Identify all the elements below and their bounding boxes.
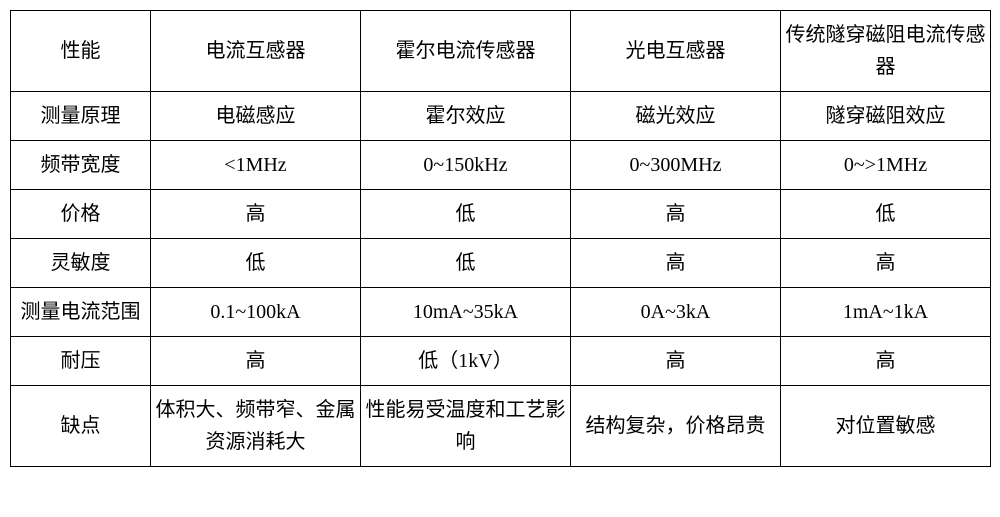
row-attr: 测量电流范围 (11, 288, 151, 337)
table-row: 测量原理 电磁感应 霍尔效应 磁光效应 隧穿磁阻效应 (11, 92, 991, 141)
table-row: 耐压 高 低（1kV） 高 高 (11, 337, 991, 386)
header-cell-attr: 性能 (11, 11, 151, 92)
row-cell: 体积大、频带窄、金属资源消耗大 (151, 386, 361, 467)
row-cell: 0~300MHz (571, 141, 781, 190)
row-cell: 10mA~35kA (361, 288, 571, 337)
row-cell: 低（1kV） (361, 337, 571, 386)
table-header-row: 性能 电流互感器 霍尔电流传感器 光电互感器 传统隧穿磁阻电流传感器 (11, 11, 991, 92)
row-cell: 隧穿磁阻效应 (781, 92, 991, 141)
row-cell: 低 (361, 239, 571, 288)
row-cell: 高 (571, 239, 781, 288)
row-cell: <1MHz (151, 141, 361, 190)
row-cell: 电磁感应 (151, 92, 361, 141)
row-cell: 对位置敏感 (781, 386, 991, 467)
row-attr: 频带宽度 (11, 141, 151, 190)
row-cell: 0~>1MHz (781, 141, 991, 190)
row-cell: 高 (151, 190, 361, 239)
row-cell: 低 (151, 239, 361, 288)
row-cell: 高 (571, 337, 781, 386)
header-cell-c1: 电流互感器 (151, 11, 361, 92)
table-row: 测量电流范围 0.1~100kA 10mA~35kA 0A~3kA 1mA~1k… (11, 288, 991, 337)
row-attr: 缺点 (11, 386, 151, 467)
table-row: 价格 高 低 高 低 (11, 190, 991, 239)
row-attr: 价格 (11, 190, 151, 239)
row-cell: 磁光效应 (571, 92, 781, 141)
header-cell-c3: 光电互感器 (571, 11, 781, 92)
row-cell: 0~150kHz (361, 141, 571, 190)
row-attr: 耐压 (11, 337, 151, 386)
row-cell: 高 (571, 190, 781, 239)
header-cell-c4: 传统隧穿磁阻电流传感器 (781, 11, 991, 92)
row-cell: 0A~3kA (571, 288, 781, 337)
row-attr: 测量原理 (11, 92, 151, 141)
row-cell: 1mA~1kA (781, 288, 991, 337)
header-cell-c2: 霍尔电流传感器 (361, 11, 571, 92)
row-cell: 高 (781, 239, 991, 288)
comparison-table: 性能 电流互感器 霍尔电流传感器 光电互感器 传统隧穿磁阻电流传感器 测量原理 … (10, 10, 991, 467)
table-row: 灵敏度 低 低 高 高 (11, 239, 991, 288)
row-cell: 0.1~100kA (151, 288, 361, 337)
row-cell: 霍尔效应 (361, 92, 571, 141)
row-cell: 低 (361, 190, 571, 239)
table-row: 频带宽度 <1MHz 0~150kHz 0~300MHz 0~>1MHz (11, 141, 991, 190)
row-cell: 高 (781, 337, 991, 386)
row-cell: 性能易受温度和工艺影响 (361, 386, 571, 467)
row-attr: 灵敏度 (11, 239, 151, 288)
row-cell: 结构复杂，价格昂贵 (571, 386, 781, 467)
row-cell: 低 (781, 190, 991, 239)
table-row: 缺点 体积大、频带窄、金属资源消耗大 性能易受温度和工艺影响 结构复杂，价格昂贵… (11, 386, 991, 467)
row-cell: 高 (151, 337, 361, 386)
